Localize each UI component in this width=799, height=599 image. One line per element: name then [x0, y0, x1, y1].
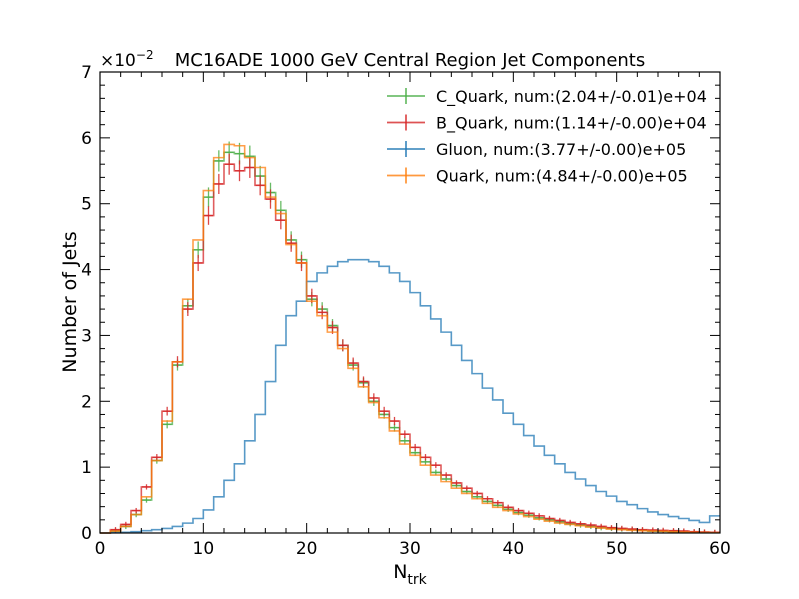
series-0 [100, 141, 720, 534]
series-0-bin-4 [142, 497, 151, 503]
legend-label: C_Quark, num:(2.04+/-0.01)e+04 [436, 87, 707, 107]
series-1-bin-39 [503, 504, 513, 510]
series-1-bin-14 [245, 157, 255, 178]
legend-entry-1: B_Quark, num:(1.14+/-0.00)e+04 [387, 114, 707, 134]
legend-entry-2: Gluon, num:(3.77+/-0.00)e+05 [387, 140, 686, 159]
x-tick-labels: 0 10 20 30 40 50 60 [95, 539, 731, 559]
x-tick-label: 20 [296, 539, 318, 559]
y-tick-label: 3 [81, 326, 92, 346]
series-1-bin-52 [638, 527, 647, 533]
series-1-bin-6 [162, 406, 172, 416]
series-3 [100, 143, 720, 534]
legend-entry-0: C_Quark, num:(2.04+/-0.01)e+04 [387, 87, 707, 107]
series-1-bin-29 [400, 430, 410, 439]
y-axis-label: Number of Jets [59, 231, 81, 372]
series-1-bin-12 [224, 153, 234, 175]
series-1-bin-34 [452, 480, 461, 486]
series-1-bin-32 [431, 462, 441, 469]
series-1-bin-21 [317, 305, 327, 320]
series-1-bin-41 [524, 510, 534, 516]
series-1-bin-18 [286, 234, 296, 252]
series-1-bin-30 [410, 443, 420, 451]
series-1-bin-31 [421, 454, 430, 461]
y-tick-label: 2 [81, 392, 92, 412]
series-1-bin-53 [648, 527, 658, 533]
series-1-bin-43 [545, 515, 554, 522]
series-3-step-line [100, 143, 720, 534]
tick-layer [99, 71, 721, 534]
series-1-bin-8 [183, 302, 193, 317]
legend-label: Gluon, num:(3.77+/-0.00)e+05 [436, 140, 686, 159]
series-1-bin-44 [555, 517, 565, 524]
legend-entry-3: Quark, num:(4.84+/-0.00)e+05 [387, 167, 688, 186]
series-1-bin-35 [462, 485, 472, 491]
y-tick-label: 0 [81, 524, 92, 544]
series-1-step-line [100, 163, 720, 534]
legend: C_Quark, num:(2.04+/-0.01)e+04 B_Quark, n… [387, 87, 707, 186]
series-layer [100, 141, 720, 534]
x-axis-label: Ntrk [393, 561, 427, 588]
y-tick-labels: 0 1 2 3 4 5 6 7 [81, 63, 92, 544]
series-0-step-line [100, 151, 720, 534]
series-1-bin-28 [390, 416, 399, 426]
legend-label: Quark, num:(4.84+/-0.00)e+05 [436, 167, 688, 186]
series-2 [100, 258, 720, 534]
series-1-bin-10 [204, 206, 213, 225]
series-1-bin-54 [658, 527, 668, 533]
series-1-bin-38 [493, 500, 503, 506]
series-1-bin-33 [441, 472, 451, 478]
series-1-bin-37 [483, 496, 492, 502]
y-tick-label: 5 [81, 195, 92, 215]
series-1-bin-15 [255, 175, 265, 196]
series-1-bin-11 [214, 173, 224, 195]
series-1-bin-24 [348, 357, 358, 369]
x-tick-label: 50 [606, 539, 628, 559]
x-tick-label: 60 [709, 539, 731, 559]
series-1-bin-9 [193, 254, 203, 272]
series-1-bin-23 [338, 339, 348, 352]
series-1-bin-4 [142, 484, 151, 490]
series-1 [100, 153, 720, 534]
series-1-bin-42 [534, 513, 544, 519]
series-1-bin-26 [369, 393, 379, 403]
series-0-bin-29 [400, 437, 410, 445]
series-2-step-line [100, 258, 720, 534]
x-tick-label: 10 [193, 539, 215, 559]
y-axis-multiplier: ×10−2 [100, 48, 154, 71]
series-1-bin-36 [472, 490, 482, 497]
y-tick-label: 7 [81, 63, 92, 83]
y-tick-label: 1 [81, 458, 92, 478]
series-0-bin-11 [214, 150, 224, 172]
series-1-bin-25 [359, 376, 368, 387]
series-1-bin-5 [152, 454, 162, 461]
x-tick-label: 0 [95, 539, 106, 559]
series-1-bin-27 [379, 406, 389, 416]
legend-label: B_Quark, num:(1.14+/-0.00)e+04 [436, 114, 707, 134]
series-1-bin-3 [131, 507, 141, 514]
y-tick-label: 6 [81, 129, 92, 149]
series-1-bin-40 [514, 507, 523, 514]
series-1-bin-16 [266, 189, 275, 209]
x-tick-label: 40 [503, 539, 525, 559]
y-tick-label: 4 [81, 261, 92, 281]
x-tick-label: 30 [399, 539, 421, 559]
chart-title: MC16ADE 1000 GeV Central Region Jet Comp… [175, 50, 646, 71]
series-1-bin-13 [235, 160, 244, 182]
